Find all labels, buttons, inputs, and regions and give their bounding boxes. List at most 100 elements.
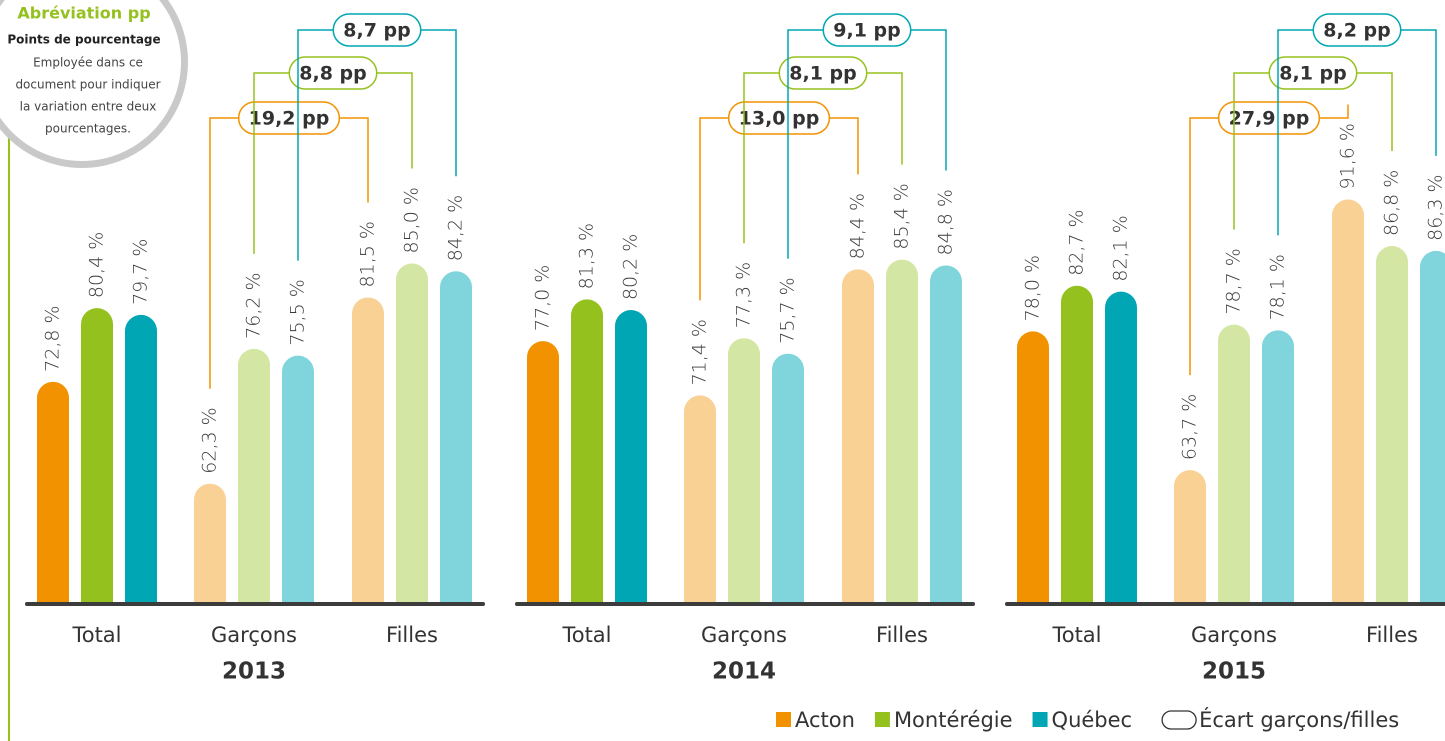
bar bbox=[571, 299, 603, 603]
callout-text: la variation entre deux bbox=[20, 100, 157, 114]
x-tick-label: Total bbox=[71, 623, 121, 647]
gap-bracket bbox=[253, 72, 413, 254]
bar bbox=[728, 338, 760, 603]
bar bbox=[684, 395, 716, 603]
gap-pill bbox=[1217, 101, 1321, 135]
value-label: 85,4 % bbox=[891, 183, 913, 249]
value-label: 81,5 % bbox=[357, 221, 379, 287]
bar bbox=[194, 483, 226, 603]
gap-pill bbox=[332, 13, 422, 47]
gap-label: 13,0 pp bbox=[739, 108, 820, 130]
callout-text: document pour indiquer bbox=[15, 78, 160, 92]
value-label: 75,7 % bbox=[777, 277, 799, 343]
value-label: 75,5 % bbox=[287, 279, 309, 345]
value-label: 76,2 % bbox=[243, 272, 265, 338]
legend-label: Acton bbox=[795, 708, 855, 732]
bar bbox=[1376, 246, 1408, 603]
gap-pill bbox=[1268, 56, 1358, 90]
gap-pill bbox=[778, 56, 868, 90]
gap-label: 8,2 pp bbox=[1323, 20, 1390, 42]
legend-swatch bbox=[776, 712, 791, 727]
bar bbox=[1174, 470, 1206, 603]
value-label: 78,1 % bbox=[1267, 254, 1289, 320]
legend-label: Écart garçons/filles bbox=[1199, 707, 1399, 732]
value-label: 72,8 % bbox=[42, 305, 64, 371]
gap-bracket bbox=[209, 117, 369, 389]
value-label: 77,3 % bbox=[733, 262, 755, 328]
callout-text: Employée dans ce bbox=[33, 56, 143, 70]
bar bbox=[1218, 324, 1250, 603]
gap-label: 27,9 pp bbox=[1229, 108, 1310, 130]
legend-pill bbox=[1161, 710, 1197, 730]
bar bbox=[615, 310, 647, 603]
value-label: 84,2 % bbox=[445, 195, 467, 261]
gap-pill bbox=[727, 101, 831, 135]
value-label: 71,4 % bbox=[689, 319, 711, 385]
gap-bracket bbox=[743, 72, 903, 244]
gap-label: 9,1 pp bbox=[833, 20, 900, 42]
x-tick-label: Filles bbox=[1366, 623, 1418, 647]
legend-swatch bbox=[1032, 712, 1048, 727]
bar bbox=[1061, 285, 1093, 603]
bar bbox=[842, 269, 874, 603]
legend-label: Québec bbox=[1052, 708, 1133, 732]
value-label: 77,0 % bbox=[532, 265, 554, 331]
x-tick-label: Garçons bbox=[211, 623, 297, 647]
gap-label: 8,8 pp bbox=[299, 63, 366, 85]
bar bbox=[37, 381, 69, 603]
bar bbox=[886, 259, 918, 603]
callout-text: pourcentages. bbox=[45, 122, 131, 136]
bar bbox=[125, 314, 157, 603]
value-label: 84,4 % bbox=[847, 193, 869, 259]
legend-swatch bbox=[874, 712, 890, 727]
bar bbox=[1105, 291, 1137, 603]
gap-label: 8,7 pp bbox=[343, 20, 410, 42]
value-label: 78,7 % bbox=[1223, 248, 1245, 314]
value-label: 82,1 % bbox=[1110, 215, 1132, 281]
bar bbox=[1262, 330, 1294, 603]
value-label: 82,7 % bbox=[1066, 209, 1088, 275]
value-label: 80,2 % bbox=[620, 234, 642, 300]
x-tick-label: Total bbox=[1051, 623, 1101, 647]
gap-pill bbox=[822, 13, 912, 47]
value-label: 62,3 % bbox=[199, 407, 221, 473]
legend-label: Montérégie bbox=[894, 708, 1013, 732]
value-label: 80,4 % bbox=[86, 232, 108, 298]
gap-label: 19,2 pp bbox=[249, 108, 330, 130]
bar bbox=[352, 297, 384, 603]
value-label: 79,7 % bbox=[130, 239, 152, 305]
gap-label: 8,1 pp bbox=[789, 63, 856, 85]
x-tick-label: Garçons bbox=[701, 623, 787, 647]
bar bbox=[440, 271, 472, 603]
value-label: 91,6 % bbox=[1337, 123, 1359, 189]
gap-bracket bbox=[699, 117, 859, 301]
bar bbox=[1332, 199, 1364, 604]
x-tick-label: Total bbox=[561, 623, 611, 647]
value-label: 86,3 % bbox=[1425, 174, 1445, 240]
gap-pill bbox=[1312, 13, 1402, 47]
bar bbox=[238, 348, 270, 603]
bar bbox=[527, 341, 559, 603]
gap-bracket bbox=[1233, 72, 1393, 230]
value-label: 85,0 % bbox=[401, 187, 423, 253]
gap-pill bbox=[288, 56, 378, 90]
bar bbox=[396, 263, 428, 603]
gap-pill bbox=[237, 101, 341, 135]
x-tick-label: Filles bbox=[876, 623, 928, 647]
panel-title: 2015 bbox=[1202, 659, 1266, 685]
value-label: 63,7 % bbox=[1179, 394, 1201, 460]
bar bbox=[282, 355, 314, 603]
callout-disc bbox=[0, 0, 181, 161]
bar bbox=[1017, 331, 1049, 603]
x-tick-label: Garçons bbox=[1191, 623, 1277, 647]
x-tick-label: Filles bbox=[386, 623, 438, 647]
bar bbox=[930, 265, 962, 603]
callout-title: Abréviation pp bbox=[17, 4, 150, 23]
callout-subtitle: Points de pourcentage bbox=[7, 33, 160, 47]
gap-label: 8,1 pp bbox=[1279, 63, 1346, 85]
bar bbox=[81, 308, 113, 603]
bar bbox=[772, 353, 804, 603]
value-label: 86,8 % bbox=[1381, 170, 1403, 236]
